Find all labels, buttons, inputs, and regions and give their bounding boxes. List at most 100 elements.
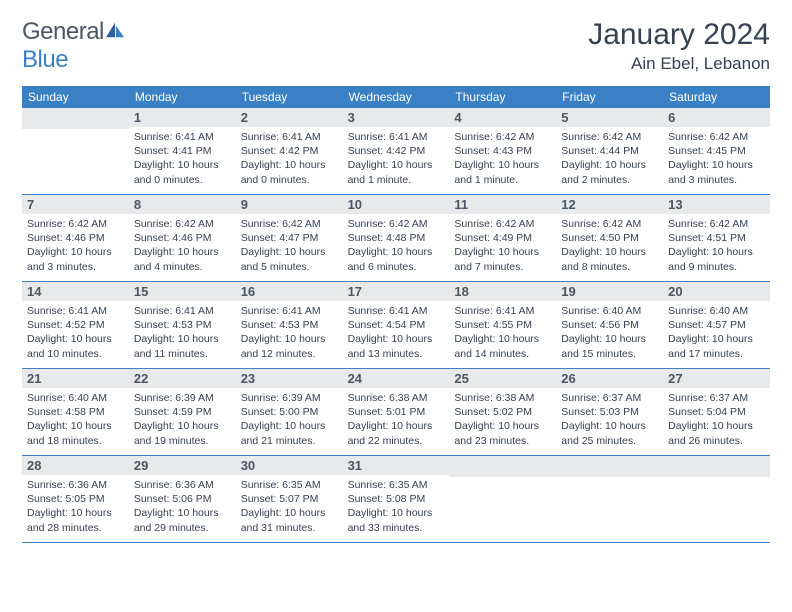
sunset-line: Sunset: 4:45 PM <box>668 144 765 158</box>
dow-cell: Monday <box>129 86 236 108</box>
day-number: 16 <box>236 282 343 301</box>
day-body: Sunrise: 6:42 AMSunset: 4:44 PMDaylight:… <box>556 127 663 191</box>
sunset-line: Sunset: 4:59 PM <box>134 405 231 419</box>
sunset-line: Sunset: 4:54 PM <box>348 318 445 332</box>
day-cell: 3Sunrise: 6:41 AMSunset: 4:42 PMDaylight… <box>343 108 450 194</box>
header: GeneralBlue January 2024 Ain Ebel, Leban… <box>22 18 770 74</box>
sunset-line: Sunset: 4:53 PM <box>134 318 231 332</box>
sunrise-line: Sunrise: 6:42 AM <box>241 217 338 231</box>
sunset-line: Sunset: 4:52 PM <box>27 318 124 332</box>
sunrise-line: Sunrise: 6:42 AM <box>454 130 551 144</box>
day-number-empty <box>449 456 556 477</box>
sunset-line: Sunset: 5:02 PM <box>454 405 551 419</box>
sunrise-line: Sunrise: 6:41 AM <box>348 304 445 318</box>
day-cell: 28Sunrise: 6:36 AMSunset: 5:05 PMDayligh… <box>22 456 129 542</box>
day-number-empty <box>22 108 129 129</box>
sunset-line: Sunset: 4:49 PM <box>454 231 551 245</box>
month-title: January 2024 <box>588 18 770 52</box>
day-body: Sunrise: 6:37 AMSunset: 5:04 PMDaylight:… <box>663 388 770 452</box>
day-body: Sunrise: 6:40 AMSunset: 4:56 PMDaylight:… <box>556 301 663 365</box>
location-label: Ain Ebel, Lebanon <box>588 54 770 74</box>
daylight-line: Daylight: 10 hours and 6 minutes. <box>348 245 445 273</box>
day-number: 3 <box>343 108 450 127</box>
day-body: Sunrise: 6:41 AMSunset: 4:55 PMDaylight:… <box>449 301 556 365</box>
daylight-line: Daylight: 10 hours and 9 minutes. <box>668 245 765 273</box>
day-number: 23 <box>236 369 343 388</box>
day-body: Sunrise: 6:40 AMSunset: 4:57 PMDaylight:… <box>663 301 770 365</box>
sunset-line: Sunset: 4:47 PM <box>241 231 338 245</box>
day-body: Sunrise: 6:42 AMSunset: 4:43 PMDaylight:… <box>449 127 556 191</box>
day-body: Sunrise: 6:40 AMSunset: 4:58 PMDaylight:… <box>22 388 129 452</box>
sunrise-line: Sunrise: 6:41 AM <box>454 304 551 318</box>
sunrise-line: Sunrise: 6:42 AM <box>668 217 765 231</box>
sunset-line: Sunset: 5:00 PM <box>241 405 338 419</box>
daylight-line: Daylight: 10 hours and 26 minutes. <box>668 419 765 447</box>
day-body: Sunrise: 6:41 AMSunset: 4:42 PMDaylight:… <box>343 127 450 191</box>
day-body: Sunrise: 6:38 AMSunset: 5:01 PMDaylight:… <box>343 388 450 452</box>
day-cell: 22Sunrise: 6:39 AMSunset: 4:59 PMDayligh… <box>129 369 236 455</box>
sunset-line: Sunset: 4:42 PM <box>348 144 445 158</box>
daylight-line: Daylight: 10 hours and 1 minute. <box>348 158 445 186</box>
daylight-line: Daylight: 10 hours and 4 minutes. <box>134 245 231 273</box>
sunrise-line: Sunrise: 6:41 AM <box>241 304 338 318</box>
day-cell: 15Sunrise: 6:41 AMSunset: 4:53 PMDayligh… <box>129 282 236 368</box>
day-body: Sunrise: 6:42 AMSunset: 4:45 PMDaylight:… <box>663 127 770 191</box>
day-body: Sunrise: 6:38 AMSunset: 5:02 PMDaylight:… <box>449 388 556 452</box>
daylight-line: Daylight: 10 hours and 3 minutes. <box>27 245 124 273</box>
day-number: 25 <box>449 369 556 388</box>
day-number: 18 <box>449 282 556 301</box>
sunset-line: Sunset: 4:57 PM <box>668 318 765 332</box>
sunset-line: Sunset: 4:48 PM <box>348 231 445 245</box>
day-cell: 31Sunrise: 6:35 AMSunset: 5:08 PMDayligh… <box>343 456 450 542</box>
day-body: Sunrise: 6:42 AMSunset: 4:47 PMDaylight:… <box>236 214 343 278</box>
calendar-page: GeneralBlue January 2024 Ain Ebel, Leban… <box>0 0 792 561</box>
sunrise-line: Sunrise: 6:39 AM <box>241 391 338 405</box>
sunrise-line: Sunrise: 6:40 AM <box>561 304 658 318</box>
sunset-line: Sunset: 5:03 PM <box>561 405 658 419</box>
day-cell: 6Sunrise: 6:42 AMSunset: 4:45 PMDaylight… <box>663 108 770 194</box>
sunset-line: Sunset: 5:05 PM <box>27 492 124 506</box>
day-cell: 16Sunrise: 6:41 AMSunset: 4:53 PMDayligh… <box>236 282 343 368</box>
day-body: Sunrise: 6:42 AMSunset: 4:46 PMDaylight:… <box>22 214 129 278</box>
day-cell: 2Sunrise: 6:41 AMSunset: 4:42 PMDaylight… <box>236 108 343 194</box>
daylight-line: Daylight: 10 hours and 23 minutes. <box>454 419 551 447</box>
sunrise-line: Sunrise: 6:36 AM <box>134 478 231 492</box>
week-row: 1Sunrise: 6:41 AMSunset: 4:41 PMDaylight… <box>22 108 770 195</box>
calendar-grid: SundayMondayTuesdayWednesdayThursdayFrid… <box>22 86 770 543</box>
day-body: Sunrise: 6:41 AMSunset: 4:52 PMDaylight:… <box>22 301 129 365</box>
day-number: 8 <box>129 195 236 214</box>
day-number: 9 <box>236 195 343 214</box>
day-body: Sunrise: 6:37 AMSunset: 5:03 PMDaylight:… <box>556 388 663 452</box>
day-cell: 11Sunrise: 6:42 AMSunset: 4:49 PMDayligh… <box>449 195 556 281</box>
day-number: 15 <box>129 282 236 301</box>
dow-cell: Saturday <box>663 86 770 108</box>
daylight-line: Daylight: 10 hours and 25 minutes. <box>561 419 658 447</box>
day-number: 10 <box>343 195 450 214</box>
sunrise-line: Sunrise: 6:40 AM <box>27 391 124 405</box>
dow-cell: Tuesday <box>236 86 343 108</box>
daylight-line: Daylight: 10 hours and 0 minutes. <box>134 158 231 186</box>
day-number: 24 <box>343 369 450 388</box>
day-body: Sunrise: 6:42 AMSunset: 4:46 PMDaylight:… <box>129 214 236 278</box>
daylight-line: Daylight: 10 hours and 18 minutes. <box>27 419 124 447</box>
day-number: 1 <box>129 108 236 127</box>
sunrise-line: Sunrise: 6:39 AM <box>134 391 231 405</box>
daylight-line: Daylight: 10 hours and 7 minutes. <box>454 245 551 273</box>
day-cell: 7Sunrise: 6:42 AMSunset: 4:46 PMDaylight… <box>22 195 129 281</box>
day-number-empty <box>556 456 663 477</box>
title-area: January 2024 Ain Ebel, Lebanon <box>588 18 770 74</box>
brand-word1: General <box>22 18 104 45</box>
day-number: 22 <box>129 369 236 388</box>
week-row: 21Sunrise: 6:40 AMSunset: 4:58 PMDayligh… <box>22 369 770 456</box>
daylight-line: Daylight: 10 hours and 10 minutes. <box>27 332 124 360</box>
day-cell <box>556 456 663 542</box>
sunset-line: Sunset: 4:55 PM <box>454 318 551 332</box>
day-body: Sunrise: 6:39 AMSunset: 4:59 PMDaylight:… <box>129 388 236 452</box>
day-number: 17 <box>343 282 450 301</box>
sunset-line: Sunset: 4:56 PM <box>561 318 658 332</box>
sunrise-line: Sunrise: 6:41 AM <box>134 130 231 144</box>
dow-cell: Friday <box>556 86 663 108</box>
sunrise-line: Sunrise: 6:35 AM <box>241 478 338 492</box>
day-cell: 19Sunrise: 6:40 AMSunset: 4:56 PMDayligh… <box>556 282 663 368</box>
sunrise-line: Sunrise: 6:41 AM <box>27 304 124 318</box>
